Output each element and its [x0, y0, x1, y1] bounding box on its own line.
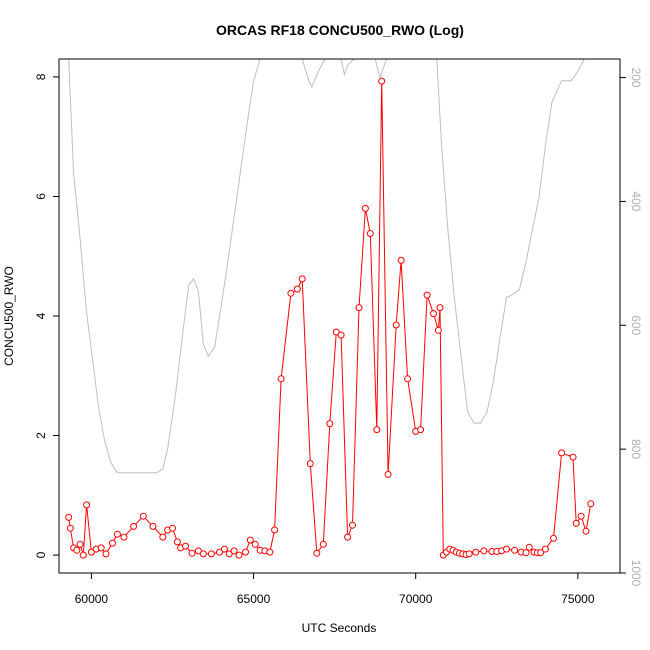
y2-tick-label: 800: [629, 439, 643, 459]
data-point: [173, 538, 181, 546]
data-point: [159, 533, 167, 541]
data-point: [73, 546, 81, 554]
data-point: [465, 550, 473, 558]
x-tick-label: 65000: [237, 592, 271, 606]
data-point: [169, 524, 176, 532]
data-point: [287, 289, 295, 297]
data-point: [271, 526, 279, 534]
y2-tick-label: 1000: [629, 560, 643, 587]
data-point: [582, 527, 590, 535]
data-point: [392, 321, 400, 329]
data-point: [109, 539, 116, 547]
data-point: [577, 512, 585, 520]
data-point: [337, 331, 345, 339]
data-point: [384, 470, 392, 478]
plot-area: [65, 59, 595, 559]
data-point: [326, 420, 334, 428]
secondary-series-line: [68, 59, 591, 474]
data-point: [220, 545, 228, 553]
data-point: [65, 513, 73, 521]
data-point: [79, 551, 87, 559]
data-point: [266, 548, 274, 556]
data-point: [472, 548, 480, 556]
data-point: [149, 522, 157, 530]
data-point: [344, 533, 352, 541]
data-point: [378, 77, 386, 85]
data-point: [397, 256, 405, 264]
y-tick-label: 4: [34, 312, 48, 319]
data-point: [430, 310, 437, 318]
y-axis-label: CONCU500_RWO: [2, 266, 16, 366]
data-point: [373, 426, 381, 434]
data-point: [293, 285, 301, 293]
data-point: [242, 548, 249, 556]
x-axis-label: UTC Seconds: [302, 621, 377, 635]
data-point: [366, 230, 374, 237]
y2-tick-label: 400: [629, 191, 643, 211]
y-tick-label: 6: [34, 193, 48, 200]
data-point: [541, 545, 549, 553]
data-point: [235, 551, 243, 559]
data-point: [199, 550, 207, 558]
data-point: [251, 540, 259, 548]
data-point: [216, 548, 223, 556]
data-point: [572, 519, 580, 527]
data-point: [120, 533, 128, 541]
data-point: [246, 536, 254, 544]
data-point: [537, 549, 545, 557]
data-point: [76, 540, 84, 548]
y-tick-label: 8: [34, 73, 48, 80]
data-point: [97, 544, 105, 552]
data-point: [87, 548, 95, 556]
y-tick-label: 2: [34, 432, 48, 439]
y2-tick-label: 200: [629, 68, 643, 88]
data-point: [207, 550, 215, 558]
x-tick-label: 60000: [75, 592, 109, 606]
data-point: [349, 521, 356, 529]
data-point: [113, 530, 121, 538]
data-point: [550, 534, 557, 542]
data-point: [182, 542, 189, 550]
chart-title: ORCAS RF18 CONCU500_RWO (Log): [216, 22, 464, 38]
data-point: [83, 501, 91, 509]
data-point: [569, 453, 577, 461]
data-point: [404, 375, 412, 383]
data-point: [522, 549, 530, 557]
data-point: [525, 543, 533, 551]
data-point: [423, 291, 431, 299]
data-point: [434, 326, 442, 334]
data-point: [306, 460, 314, 468]
data-point: [66, 524, 74, 532]
data-point: [319, 540, 327, 548]
data-point: [188, 549, 196, 557]
data-point: [503, 545, 510, 553]
data-point: [298, 275, 306, 283]
data-point: [355, 304, 363, 312]
y-tick-label: 0: [34, 551, 48, 558]
data-point: [313, 549, 321, 557]
data-point: [417, 426, 425, 434]
axes: 60000 65000 70000 75000 0 2 4 6 8 200 400 600 800 100…: [34, 58, 643, 606]
data-point: [130, 522, 138, 530]
data-point: [480, 547, 488, 555]
data-point: [139, 512, 147, 520]
data-point: [436, 304, 444, 312]
data-point: [587, 500, 595, 508]
data-point: [102, 550, 110, 558]
x-tick-label: 70000: [399, 592, 433, 606]
data-point: [194, 547, 202, 555]
data-point: [511, 546, 519, 554]
data-point: [225, 550, 233, 558]
data-point: [277, 375, 285, 383]
y2-tick-label: 600: [629, 315, 643, 335]
data-point: [361, 204, 369, 212]
data-point: [230, 547, 238, 555]
data-point: [558, 449, 566, 457]
x-tick-label: 75000: [561, 592, 595, 606]
